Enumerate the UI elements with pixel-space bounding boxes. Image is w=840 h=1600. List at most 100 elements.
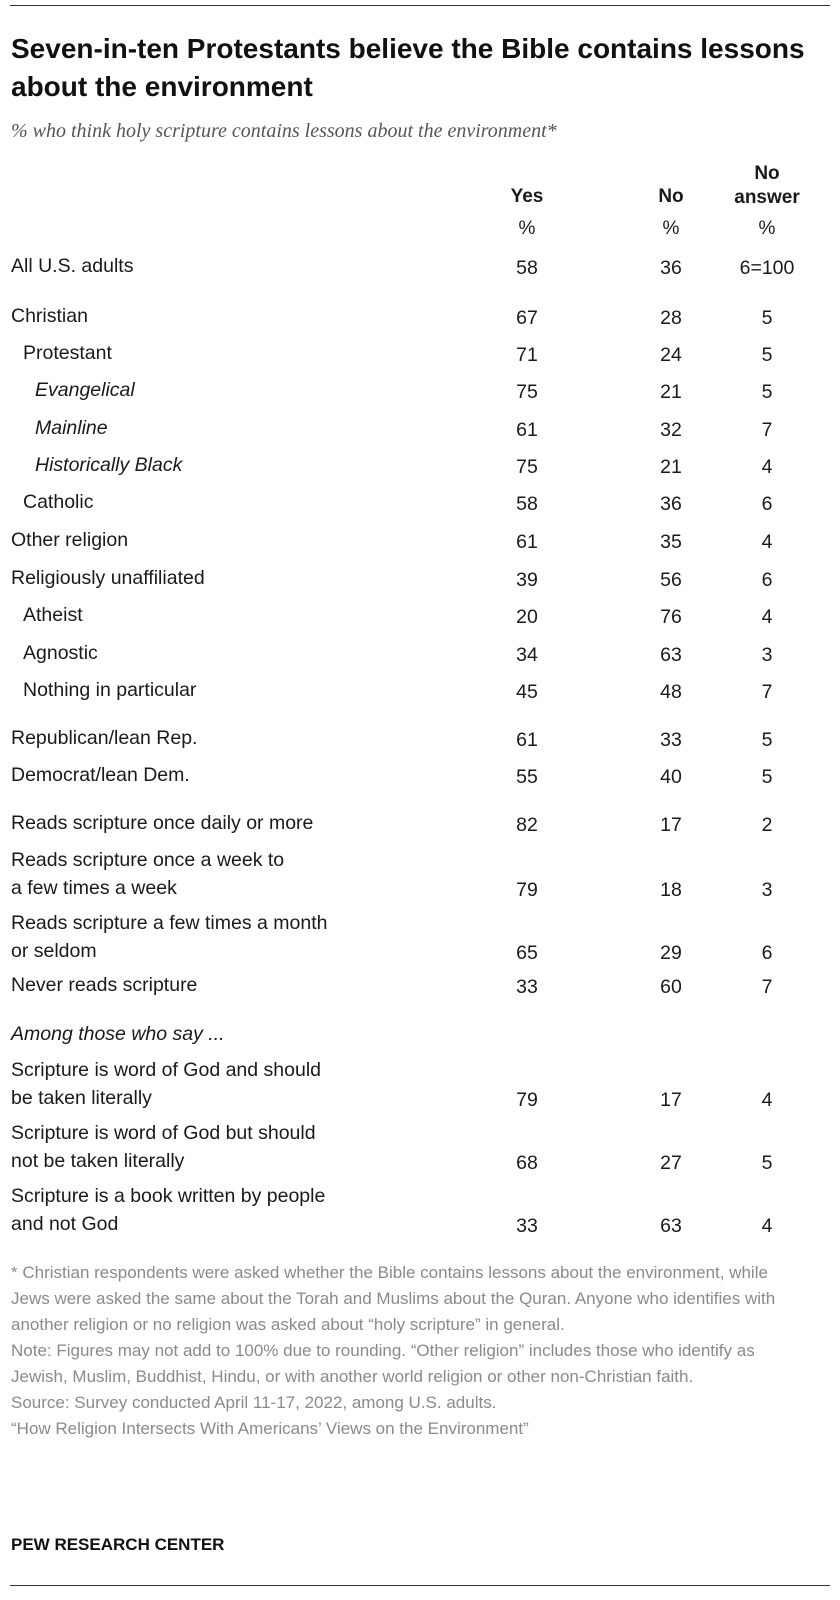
row-label: Democrat/lean Dem. [11, 764, 190, 786]
cell-yes: 55 [516, 766, 538, 788]
cell-na: 3 [761, 644, 773, 666]
cell-no: 21 [660, 456, 682, 478]
cell-na: 4 [761, 1215, 773, 1237]
cell-no: 60 [660, 976, 682, 998]
cell-no: 17 [660, 1089, 682, 1111]
cell-na: 4 [761, 531, 773, 553]
cell-no: 56 [660, 569, 682, 591]
cell-yes: 34 [516, 644, 538, 666]
cell-na: 5 [761, 344, 773, 366]
cell-no: 48 [660, 681, 682, 703]
footnote-note: Note: Figures may not add to 100% due to… [11, 1341, 755, 1386]
cell-na: 4 [761, 1089, 773, 1111]
cell-yes: 58 [516, 257, 538, 279]
cell-na: 6 [761, 942, 773, 964]
chart-subtitle: % who think holy scripture contains less… [11, 120, 557, 142]
cell-no: 33 [660, 729, 682, 751]
cell-yes: 67 [516, 307, 538, 329]
cell-no: 27 [660, 1152, 682, 1174]
row-label: Christian [11, 305, 88, 327]
cell-yes: 82 [516, 814, 538, 836]
footnote-asterisk: * Christian respondents were asked wheth… [11, 1263, 776, 1334]
row-label: Reads scripture a few times a month or s… [11, 912, 328, 962]
row-label: Reads scripture once a week to a few tim… [11, 849, 285, 899]
cell-na: 5 [761, 1152, 773, 1174]
row-label: Religiously unaffiliated [11, 567, 205, 589]
cell-yes: 39 [516, 569, 538, 591]
cell-na: 3 [761, 879, 773, 901]
cell-no: 29 [660, 942, 682, 964]
footnote-report: “How Religion Intersects With Americans’… [11, 1419, 529, 1438]
row-label: Reads scripture once daily or more [11, 812, 314, 834]
row-label: Protestant [23, 342, 112, 364]
cell-na: 5 [761, 381, 773, 403]
cell-yes: 61 [516, 531, 538, 553]
cell-no: 28 [660, 307, 682, 329]
bottom-rule [10, 1585, 830, 1586]
cell-na: 4 [761, 456, 773, 478]
cell-yes: 45 [516, 681, 538, 703]
cell-yes: 75 [516, 456, 538, 478]
row-label: Catholic [23, 491, 94, 513]
row-label: Nothing in particular [23, 679, 197, 701]
cell-na: 2 [761, 814, 773, 836]
chart-title: Seven-in-ten Protestants believe the Bib… [11, 33, 805, 102]
row-label: Other religion [11, 529, 129, 551]
row-label: Historically Black [35, 454, 183, 476]
cell-yes: 79 [516, 1089, 538, 1111]
cell-no: 35 [660, 531, 682, 553]
footnote-source: Source: Survey conducted April 11-17, 20… [11, 1393, 497, 1412]
cell-no: 32 [660, 419, 682, 441]
cell-na: 7 [761, 681, 773, 703]
cell-no: 63 [660, 644, 682, 666]
cell-no: 24 [660, 344, 682, 366]
col-header-no: No [658, 186, 684, 207]
cell-na: 6 [761, 493, 773, 515]
cell-yes: 20 [516, 606, 538, 628]
row-label: Atheist [23, 604, 83, 626]
col-unit-no: % [662, 218, 680, 239]
cell-na: 6=100 [739, 257, 795, 279]
cell-yes: 79 [516, 879, 538, 901]
cell-yes: 61 [516, 419, 538, 441]
footnotes: * Christian respondents were asked wheth… [11, 1260, 811, 1442]
row-label: Scripture is word of God and should be t… [11, 1059, 322, 1109]
col-header-yes: Yes [510, 186, 544, 207]
cell-na: 4 [761, 606, 773, 628]
cell-yes: 33 [516, 1215, 538, 1237]
cell-na: 7 [761, 419, 773, 441]
cell-yes: 68 [516, 1152, 538, 1174]
row-label: Scripture is word of God but should not … [11, 1122, 316, 1172]
cell-yes: 33 [516, 976, 538, 998]
cell-na: 5 [761, 766, 773, 788]
cell-yes: 71 [516, 344, 538, 366]
col-unit-yes: % [518, 218, 536, 239]
row-label: Republican/lean Rep. [11, 727, 198, 749]
cell-no: 17 [660, 814, 682, 836]
cell-yes: 65 [516, 942, 538, 964]
row-label: Scripture is a book written by people an… [11, 1185, 326, 1235]
row-label: Agnostic [23, 642, 98, 664]
cell-no: 21 [660, 381, 682, 403]
cell-no: 36 [660, 257, 682, 279]
cell-no: 63 [660, 1215, 682, 1237]
cell-no: 40 [660, 766, 682, 788]
cell-na: 5 [761, 729, 773, 751]
cell-no: 76 [660, 606, 682, 628]
cell-yes: 75 [516, 381, 538, 403]
col-header-no-answer: No answer [734, 163, 800, 208]
cell-no: 18 [660, 879, 682, 901]
row-label: All U.S. adults [11, 255, 134, 277]
cell-na: 7 [761, 976, 773, 998]
org-name: PEW RESEARCH CENTER [11, 1535, 225, 1554]
row-label: Evangelical [35, 379, 135, 401]
row-label: Never reads scripture [11, 974, 198, 996]
cell-na: 6 [761, 569, 773, 591]
row-label: Mainline [35, 417, 108, 439]
cell-yes: 61 [516, 729, 538, 751]
cell-no: 36 [660, 493, 682, 515]
col-unit-no-answer: % [758, 218, 776, 239]
cell-yes: 58 [516, 493, 538, 515]
section-label: Among those who say ... [11, 1023, 225, 1045]
cell-na: 5 [761, 307, 773, 329]
